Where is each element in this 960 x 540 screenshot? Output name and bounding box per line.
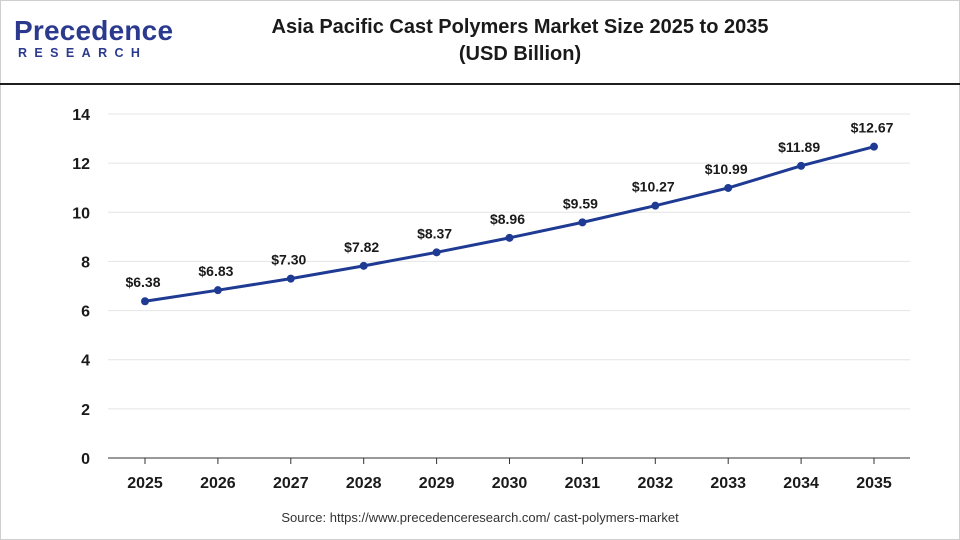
data-label: $8.96 bbox=[490, 211, 525, 227]
x-tick-label: 2028 bbox=[346, 475, 382, 492]
data-point bbox=[797, 161, 806, 170]
x-tick-label: 2031 bbox=[565, 475, 601, 492]
data-label: $6.83 bbox=[198, 263, 233, 279]
data-label: $8.37 bbox=[417, 225, 452, 241]
x-tick-label: 2035 bbox=[856, 475, 892, 492]
gridlines bbox=[108, 113, 910, 410]
data-point bbox=[578, 218, 587, 227]
data-point bbox=[286, 274, 295, 283]
y-tick-label: 6 bbox=[81, 304, 90, 321]
header-divider bbox=[0, 83, 960, 85]
chart-title-line-1: Asia Pacific Cast Polymers Market Size 2… bbox=[271, 16, 769, 38]
x-tick-label: 2033 bbox=[710, 475, 746, 492]
x-tick-label: 2032 bbox=[638, 475, 674, 492]
data-label: $7.82 bbox=[344, 239, 379, 255]
x-tick-label: 2026 bbox=[200, 475, 236, 492]
data-point bbox=[724, 183, 733, 192]
data-label: $6.38 bbox=[125, 274, 160, 290]
data-point bbox=[359, 261, 368, 270]
chart-header: Precedence RESEARCH Asia Pacific Cast Po… bbox=[0, 0, 960, 85]
brand-name: Precedence bbox=[14, 15, 174, 46]
data-point bbox=[141, 297, 149, 306]
data-point bbox=[505, 233, 514, 242]
data-label: $10.27 bbox=[632, 179, 675, 195]
x-axis: 2025 2026 2027 2028 2029 2030 2031 2032 2033 2034… bbox=[108, 457, 910, 492]
data-label: $9.59 bbox=[563, 195, 598, 211]
y-tick-label: 12 bbox=[72, 156, 90, 173]
y-tick-label: 14 bbox=[72, 107, 90, 124]
x-tick-label: 2027 bbox=[273, 475, 309, 492]
y-axis-ticks: 0 2 4 6 8 10 12 14 bbox=[72, 107, 90, 468]
brand-logo: Precedence RESEARCH bbox=[14, 16, 173, 64]
chart-title: Asia Pacific Cast Polymers Market Size 2… bbox=[260, 14, 780, 68]
chart-title-line-2: (USD Billion) bbox=[458, 43, 582, 65]
source-note: Source: https://www.precedenceresearch.c… bbox=[281, 510, 679, 525]
y-tick-label: 10 bbox=[72, 205, 90, 222]
data-label: $11.89 bbox=[778, 139, 820, 155]
brand-subtitle: RESEARCH bbox=[18, 46, 148, 60]
data-point bbox=[432, 248, 441, 257]
data-labels: $6.38 $6.83 $7.30 $7.82 $8.37 $8.96 $9.59 $10.2… bbox=[125, 120, 893, 291]
x-tick-label: 2029 bbox=[419, 475, 455, 492]
x-tick-label: 2034 bbox=[783, 475, 819, 492]
data-label: $12.67 bbox=[851, 120, 894, 136]
data-point bbox=[870, 142, 878, 151]
y-tick-label: 8 bbox=[81, 254, 90, 271]
series-group bbox=[141, 142, 878, 306]
data-label: $7.30 bbox=[271, 252, 306, 268]
y-tick-label: 4 bbox=[81, 353, 90, 370]
data-point bbox=[651, 201, 660, 210]
data-point bbox=[213, 286, 222, 295]
y-tick-label: 0 bbox=[81, 451, 90, 468]
data-label: $10.99 bbox=[705, 161, 748, 177]
x-tick-label: 2030 bbox=[492, 475, 528, 492]
x-tick-label: 2025 bbox=[127, 475, 163, 492]
y-tick-label: 2 bbox=[81, 402, 90, 419]
